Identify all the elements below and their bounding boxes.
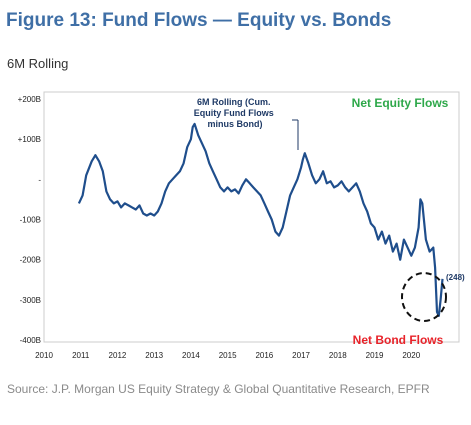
x-axis: 2010 2011 2012 2013 2014 2015 2016 2017 2018 2019… [35, 351, 421, 360]
figure-title: Figure 13: Fund Flows — Equity vs. Bonds [6, 10, 392, 31]
y-tick-label: -100B [20, 216, 41, 225]
last-value-label: (248) [446, 273, 465, 282]
x-tick-label: 2013 [145, 351, 163, 360]
plot-frame [43, 91, 460, 343]
callout-label: 6M Rolling (Cum. Equity Fund Flows minus… [194, 97, 277, 129]
y-tick-label: +200B [18, 95, 41, 104]
source-note: Source: J.P. Morgan US Equity Strategy &… [7, 382, 430, 396]
y-tick-label: - [38, 175, 41, 184]
y-tick-label: -400B [20, 336, 41, 345]
figure-subtitle: 6M Rolling [7, 56, 69, 71]
y-tick-label: +100B [18, 135, 41, 144]
x-tick-label: 2018 [329, 351, 347, 360]
x-tick-label: 2012 [109, 351, 127, 360]
x-tick-label: 2020 [402, 351, 420, 360]
series-line [77, 122, 444, 317]
y-tick-label: -200B [20, 256, 41, 265]
net-bond-flows-label: Net Bond Flows [353, 333, 444, 347]
recent-drop-highlight-circle [401, 272, 447, 322]
x-tick-label: 2014 [182, 351, 200, 360]
y-axis: +200B +100B - -100B -200B -300B -400B [18, 95, 42, 345]
fund-flows-chart: +200B +100B - -100B -200B -300B -400B 2010 2011… [18, 91, 465, 360]
x-tick-label: 2019 [366, 351, 384, 360]
y-tick-label: -300B [20, 296, 41, 305]
x-tick-label: 2017 [292, 351, 310, 360]
x-tick-label: 2016 [255, 351, 273, 360]
x-tick-label: 2011 [72, 351, 90, 360]
x-tick-label: 2010 [35, 351, 53, 360]
x-tick-label: 2015 [219, 351, 237, 360]
net-equity-flows-label: Net Equity Flows [352, 96, 449, 110]
series-layer [77, 122, 444, 317]
